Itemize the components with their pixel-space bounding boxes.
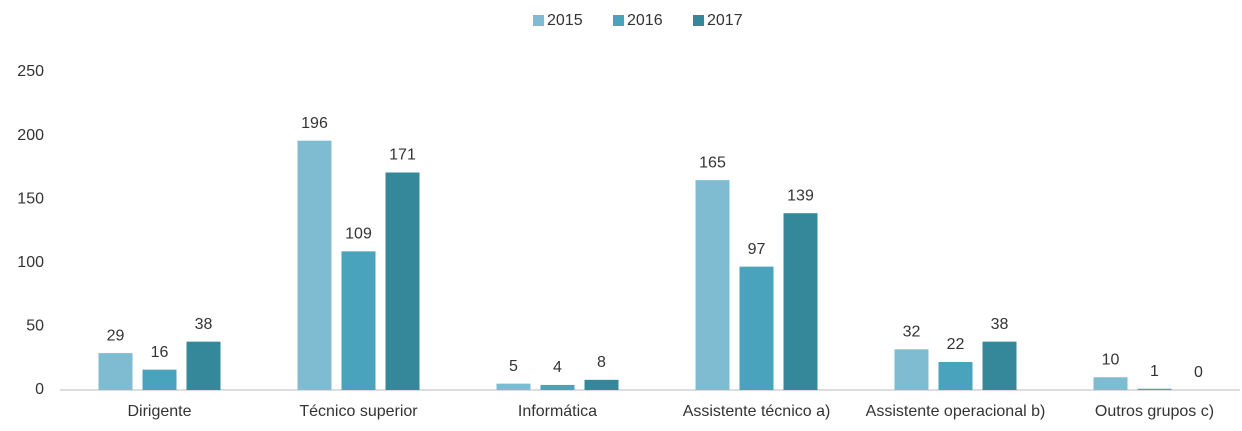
- x-tick-label: Técnico superior: [299, 403, 418, 420]
- x-tick-label: Informática: [518, 403, 597, 420]
- legend-swatch: [693, 15, 704, 26]
- legend-swatch: [533, 15, 544, 26]
- x-tick-label: Outros grupos c): [1095, 403, 1214, 420]
- x-tick-label: Assistente operacional b): [866, 403, 1046, 420]
- bar: [982, 341, 1017, 390]
- bar: [496, 383, 531, 390]
- y-tick-label: 200: [17, 127, 44, 144]
- data-label: 22: [947, 336, 965, 353]
- legend-label: 2016: [627, 12, 663, 29]
- legend-label: 2017: [707, 12, 743, 29]
- bar: [739, 266, 774, 390]
- data-label: 139: [787, 187, 814, 204]
- x-tick-label: Dirigente: [127, 403, 191, 420]
- data-label: 38: [195, 316, 213, 333]
- bar: [142, 369, 177, 390]
- bar: [297, 140, 332, 390]
- bar: [186, 341, 221, 390]
- data-label: 4: [553, 359, 562, 376]
- data-label: 38: [991, 316, 1009, 333]
- bar: [98, 353, 133, 390]
- data-label: 5: [509, 358, 518, 375]
- data-label: 196: [301, 115, 328, 132]
- data-label: 10: [1102, 351, 1120, 368]
- y-tick-label: 100: [17, 254, 44, 271]
- data-label: 0: [1194, 364, 1203, 381]
- data-label: 97: [748, 241, 766, 258]
- x-tick-label: Assistente técnico a): [683, 403, 831, 420]
- data-label: 32: [903, 324, 921, 341]
- legend-swatch: [613, 15, 624, 26]
- y-tick-label: 50: [26, 318, 44, 335]
- bar: [695, 180, 730, 390]
- bar: [938, 362, 973, 390]
- data-label: 109: [345, 226, 372, 243]
- data-label: 171: [389, 147, 416, 164]
- data-label: 1: [1150, 363, 1159, 380]
- bar: [1093, 377, 1128, 390]
- y-tick-label: 0: [35, 381, 44, 398]
- data-label: 16: [151, 344, 169, 361]
- data-label: 8: [597, 354, 606, 371]
- bar: [385, 172, 420, 390]
- bar: [584, 379, 619, 390]
- bar: [894, 349, 929, 390]
- bar: [540, 384, 575, 390]
- bar: [341, 251, 376, 390]
- data-label: 29: [107, 327, 125, 344]
- y-tick-label: 150: [17, 190, 44, 207]
- legend-label: 2015: [547, 12, 583, 29]
- data-label: 165: [699, 154, 726, 171]
- bar: [1137, 388, 1172, 390]
- bar: [783, 213, 818, 390]
- y-tick-label: 250: [17, 63, 44, 80]
